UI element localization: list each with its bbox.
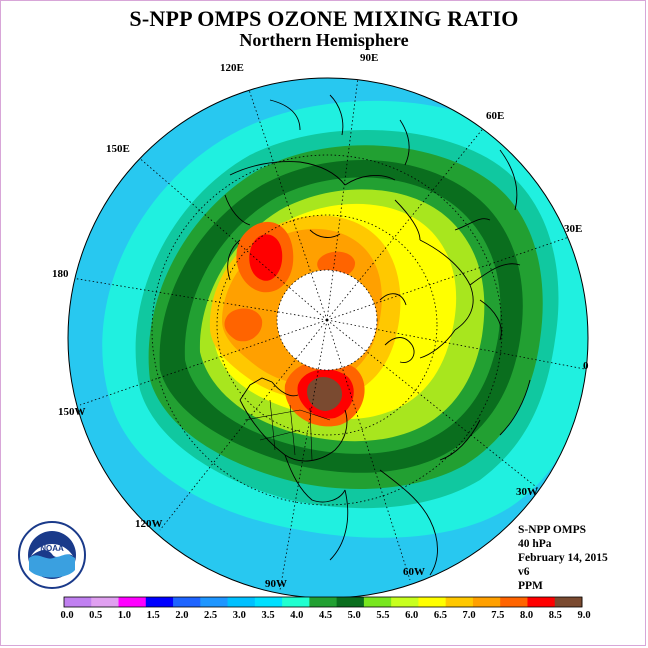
colorbar-swatch bbox=[554, 597, 583, 607]
colorbar-tick-label: 0.5 bbox=[89, 610, 102, 621]
colorbar-tick-label: 3.0 bbox=[233, 610, 246, 621]
colorbar-tick-label: 2.5 bbox=[204, 610, 217, 621]
graticule bbox=[71, 78, 588, 591]
lon-label-90w: 90W bbox=[265, 578, 287, 590]
lon-label-180: 180 bbox=[52, 268, 69, 280]
colorbar-tick-label: 5.5 bbox=[376, 610, 389, 621]
lon-label-120e: 120E bbox=[220, 62, 244, 74]
colorbar-ticks: 0.0 0.5 1.0 1.5 2.0 2.5 3.0 3.5 4.0 4.5 5.0 5.5 6.0 6… bbox=[60, 610, 590, 621]
colorbar-swatch bbox=[64, 597, 92, 607]
colorbar-tick-label: 8.5 bbox=[549, 610, 562, 621]
colorbar-swatch bbox=[445, 597, 474, 607]
ozone-field bbox=[68, 78, 588, 598]
info-block: S-NPP OMPS 40 hPa February 14, 2015 v6 P… bbox=[518, 523, 608, 593]
map-subtitle: Northern Hemisphere bbox=[239, 30, 409, 50]
red-cell-left-core bbox=[249, 234, 283, 281]
lon-label-60w: 60W bbox=[403, 566, 425, 578]
colorbar-tick-label: 7.5 bbox=[491, 610, 504, 621]
colorbar-swatch bbox=[200, 597, 229, 607]
info-date: February 14, 2015 bbox=[518, 552, 608, 564]
colorbar-tick-label: 5.0 bbox=[348, 610, 361, 621]
colorbar-tick-label: 7.0 bbox=[463, 610, 476, 621]
colorbar-tick-label: 9.0 bbox=[577, 610, 590, 621]
info-level: 40 hPa bbox=[518, 538, 552, 550]
colorbar-swatch bbox=[227, 597, 256, 607]
colorbar-swatch bbox=[309, 597, 338, 607]
lon-label-30w: 30W bbox=[516, 486, 538, 498]
logo-wordmark: NOAA bbox=[40, 544, 64, 553]
lon-label-120w: 120W bbox=[135, 518, 163, 530]
colorbar-swatch bbox=[173, 597, 201, 607]
map-title: S-NPP OMPS OZONE MIXING RATIO bbox=[129, 6, 519, 31]
info-units: PPM bbox=[518, 580, 543, 592]
orange-cell-left bbox=[224, 308, 263, 342]
colorbar-tick-label: 3.5 bbox=[262, 610, 275, 621]
info-instrument: S-NPP OMPS bbox=[518, 524, 587, 536]
colorbar-tick-label: 0.0 bbox=[60, 610, 73, 621]
colorbar-swatch bbox=[145, 597, 174, 607]
coastlines bbox=[224, 94, 531, 576]
info-version: v6 bbox=[518, 566, 530, 578]
colorbar-tick-label: 4.5 bbox=[319, 610, 332, 621]
colorbar-tick-label: 1.5 bbox=[147, 610, 160, 621]
colorbar-swatch bbox=[472, 597, 501, 607]
colorbar-tick-label: 6.5 bbox=[434, 610, 447, 621]
colorbar-swatch bbox=[91, 597, 120, 607]
colorbar-swatch bbox=[254, 597, 283, 607]
lon-label-150w: 150W bbox=[58, 406, 86, 418]
colorbar-swatch bbox=[418, 597, 447, 607]
colorbar-swatch bbox=[500, 597, 528, 607]
colorbar-swatch bbox=[282, 597, 310, 607]
colorbar-tick-label: 4.0 bbox=[290, 610, 303, 621]
colorbar-swatch bbox=[391, 597, 419, 607]
lon-label-30e: 30E bbox=[564, 223, 583, 235]
colorbar-tick-label: 8.0 bbox=[520, 610, 533, 621]
max-cell-brown bbox=[307, 377, 343, 411]
colorbar-swatch bbox=[363, 597, 392, 607]
colorbar-swatch bbox=[527, 597, 556, 607]
lon-label-150e: 150E bbox=[106, 143, 130, 155]
noaa-logo: NOAA bbox=[18, 521, 86, 589]
lon-label-0: 0 bbox=[583, 360, 589, 372]
colorbar-tick-label: 1.0 bbox=[118, 610, 131, 621]
lon-label-60e: 60E bbox=[486, 110, 505, 122]
colorbar-frame bbox=[63, 596, 583, 608]
colorbar-swatch bbox=[118, 597, 147, 607]
colorbar-swatch bbox=[336, 597, 365, 607]
colorbar-tick-label: 6.0 bbox=[405, 610, 418, 621]
colorbar-swatches bbox=[63, 596, 583, 608]
colorbar-tick-label: 2.0 bbox=[175, 610, 188, 621]
lon-label-90e: 90E bbox=[360, 52, 379, 64]
